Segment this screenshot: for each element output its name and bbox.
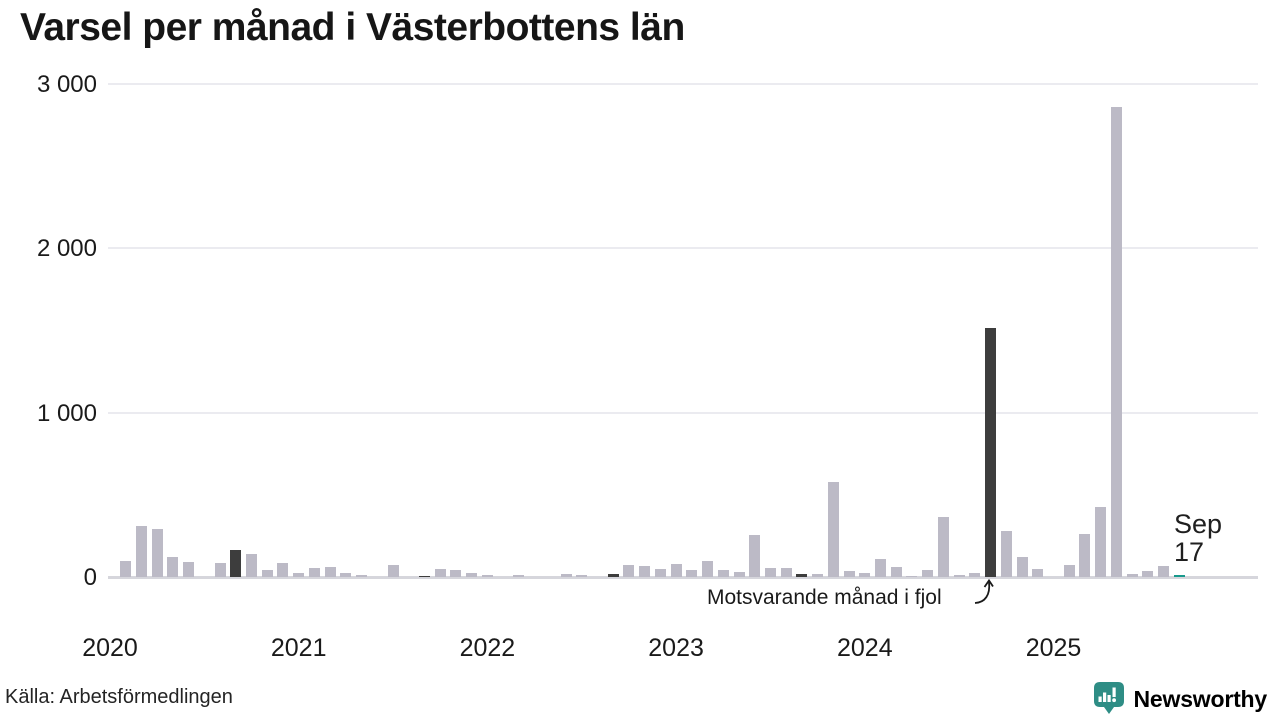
bar-2022-06 [560,574,572,577]
bar-2022-11 [639,566,651,577]
bar-2025-09 [1173,574,1185,577]
bar-2024-10 [1000,530,1012,577]
bar-2023-06 [749,535,761,577]
bar-2021-07 [387,564,399,577]
x-axis-label-2021: 2021 [270,634,327,662]
bar-2021-11 [450,570,462,577]
bar-2024-01 [859,573,871,577]
bar-2021-12 [466,573,478,577]
bar-2024-04 [906,575,918,577]
y-axis-label: 1 000 [36,399,97,427]
bar-2023-10 [812,573,824,577]
y-axis-label: 0 [83,564,97,591]
bar-2021-05 [356,574,368,577]
bar-2020-11 [261,569,273,577]
y-axis-label: 2 000 [36,235,97,263]
bar-2025-03 [1079,534,1091,577]
bar-2022-12 [654,569,666,577]
bar-2021-01 [293,572,305,577]
bar-2020-06 [183,562,195,577]
x-axis-label-2023: 2023 [648,634,704,662]
bar-2022-07 [576,575,588,577]
bar-2023-08 [780,567,792,577]
bar-2023-03 [702,560,714,577]
bar-2021-04 [340,572,352,577]
source-label: Källa: Arbetsförmedlingen [5,686,233,708]
bar-2024-12 [1032,569,1044,577]
bar-2021-09 [419,575,430,577]
x-axis-label-2024: 2024 [836,634,893,662]
bar-2023-02 [686,570,698,577]
bar-2024-03 [890,566,902,577]
bar-2024-09 [985,328,997,577]
bar-2023-04 [717,570,729,577]
bar-2020-02 [120,560,132,577]
x-axis-label-2025: 2025 [1025,634,1082,662]
bar-2021-10 [434,569,446,577]
bar-2022-01 [481,574,493,577]
brand-logo: Newsworthy [1092,681,1267,717]
gridline [108,83,1258,85]
annotation-arrow-icon [974,578,994,604]
current-date-label: Sep 17 [1174,510,1222,566]
bar-2020-04 [151,529,163,577]
annotation-label: Motsvarande månad i fjol [707,586,942,609]
current-date-month: Sep [1174,509,1223,539]
bar-2020-05 [167,557,179,577]
bar-2025-05 [1110,107,1122,577]
bar-2023-05 [733,571,745,577]
brand-name: Newsworthy [1133,685,1268,712]
bar-2020-12 [277,563,289,577]
bar-2020-10 [246,553,258,577]
chart-title: Varsel per månad i Västerbottens län [20,6,685,49]
bar-2025-08 [1158,565,1170,577]
current-date-day: 17 [1174,537,1205,567]
bar-2024-05 [922,570,934,577]
bar-2025-04 [1095,506,1107,577]
newsworthy-bubble-icon [1093,682,1124,714]
bar-2024-08 [969,572,981,577]
bar-2023-09 [796,573,808,577]
bar-2024-06 [937,517,949,577]
bar-2024-07 [953,575,965,577]
x-axis-line [108,576,1258,579]
bar-2024-11 [1016,556,1028,577]
bar-2022-03 [513,575,525,577]
bar-2023-12 [843,570,855,577]
bar-2023-11 [827,481,839,577]
bar-2021-02 [308,567,320,577]
bar-2024-02 [875,559,887,577]
bar-2021-03 [324,567,336,577]
bar-2025-02 [1063,565,1075,577]
bar-2020-03 [135,526,147,577]
x-axis-label-2022: 2022 [459,634,516,662]
bar-2022-10 [623,564,635,577]
bar-2020-08 [214,563,226,577]
bar-2023-01 [670,563,682,577]
gridline [108,411,1258,414]
x-axis-label-2020: 2020 [82,634,138,662]
bar-2025-06 [1126,573,1138,577]
bar-2020-09 [230,549,242,577]
bar-2023-07 [764,567,776,577]
bar-2025-07 [1142,570,1154,577]
y-axis-label: 3 000 [36,71,97,98]
bar-2022-09 [607,573,619,577]
gridline [108,247,1258,250]
